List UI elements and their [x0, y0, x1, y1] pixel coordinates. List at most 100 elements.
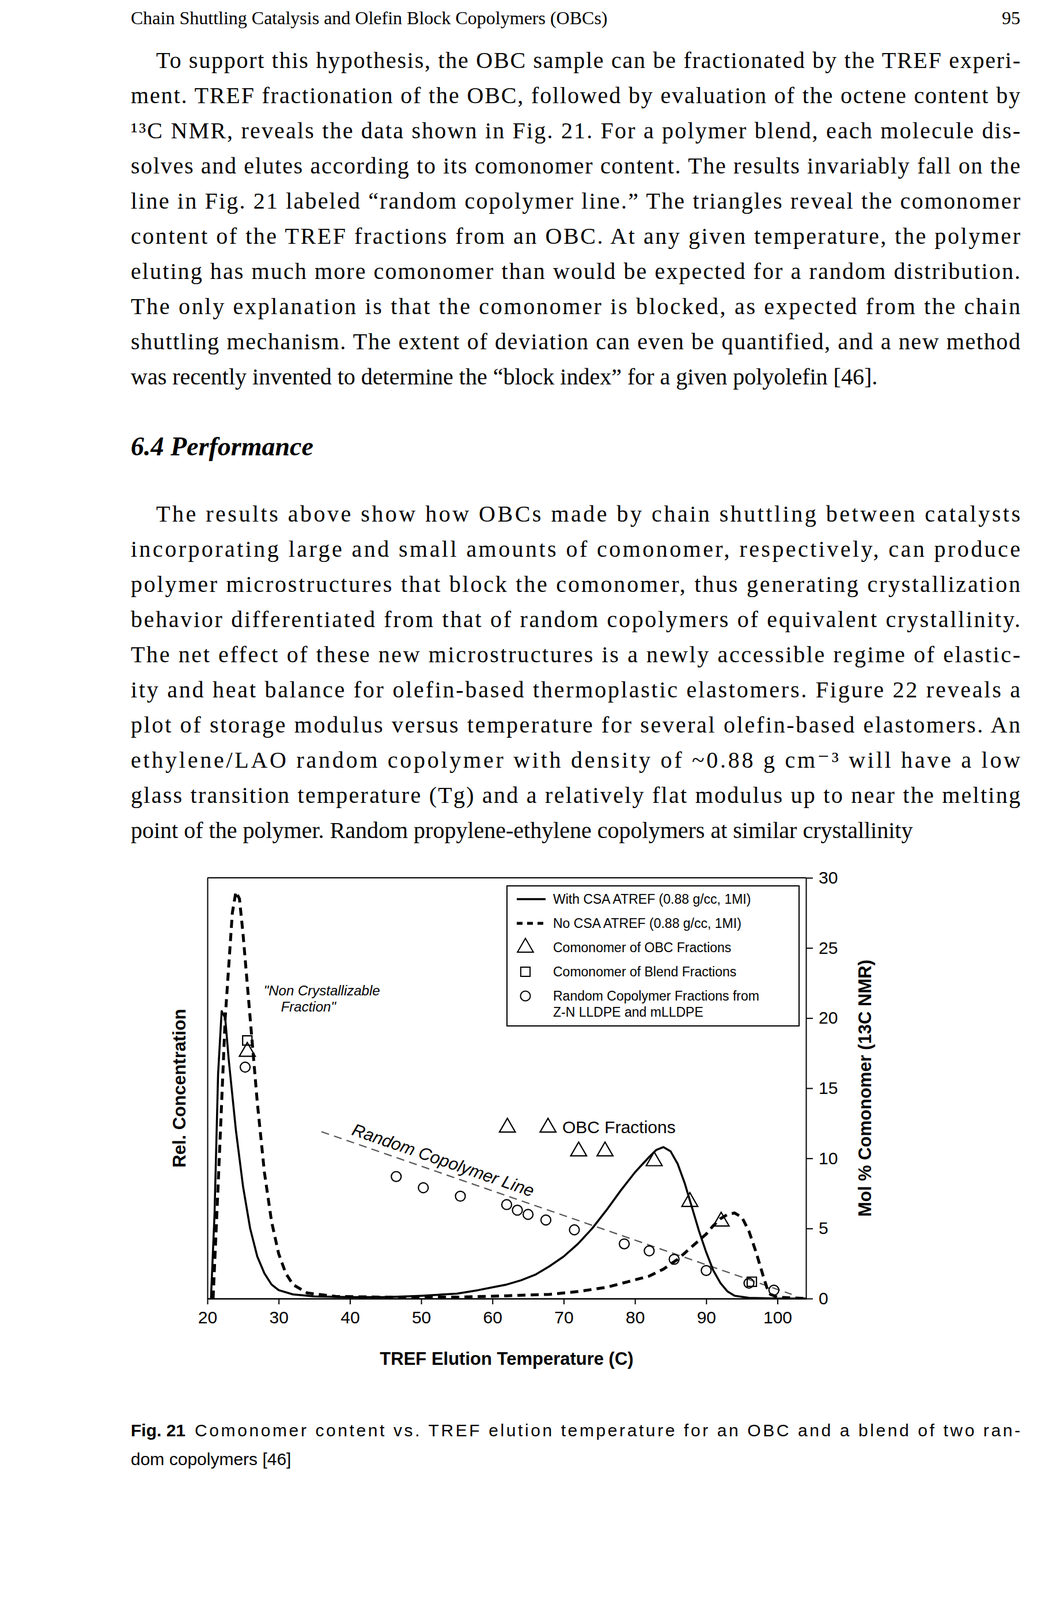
y-tick: 25	[805, 937, 838, 957]
point	[501, 1198, 512, 1209]
y-axis-title: Mol % Comonomer (13C NMR)	[854, 959, 876, 1217]
point	[418, 1182, 429, 1192]
paragraph-line: The net effect of these new microstructu…	[130, 641, 1021, 668]
x-tick-label: 90	[697, 1307, 717, 1327]
y-tick-label: 25	[818, 937, 838, 957]
x-tick-mark	[563, 1297, 565, 1304]
point	[769, 1284, 779, 1295]
x-tick-label: 100	[763, 1307, 793, 1327]
point	[644, 1245, 654, 1256]
reference-line	[321, 1130, 792, 1294]
paragraph-line: shuttling mechanism. The extent of devia…	[130, 328, 1021, 355]
x-tick-mark	[777, 1297, 779, 1304]
plot-frame	[207, 876, 806, 878]
paragraph-line: incorporating large and small amounts of…	[130, 535, 1021, 562]
y2-axis-line	[207, 877, 209, 1299]
x-tick: 50	[411, 1297, 431, 1327]
legend-swatch	[516, 921, 546, 925]
legend-label: With CSA ATREF (0.88 g/cc, 1MI)	[553, 891, 751, 907]
caption-label: Fig. 21	[130, 1420, 186, 1440]
x-tick-label: 80	[625, 1307, 645, 1327]
point	[682, 1191, 699, 1206]
point	[743, 1277, 754, 1288]
paragraph-line: ment. TREF fractionation of the OBC, fol…	[130, 82, 1021, 109]
point	[499, 1117, 516, 1132]
legend-swatch	[517, 937, 534, 952]
paragraph-line: To support this hypothesis, the OBC samp…	[156, 47, 1021, 74]
legend-swatch	[516, 897, 546, 900]
y-tick: 5	[805, 1217, 829, 1237]
paragraph-line: point of the polymer. Random propylene-e…	[130, 816, 913, 843]
section-heading: 6.4 Performance	[130, 431, 314, 461]
y-tick-label: 0	[818, 1288, 829, 1308]
x-tick-label: 30	[269, 1307, 289, 1327]
y-tick: 30	[805, 867, 838, 887]
page-number: 95	[1001, 7, 1021, 29]
point	[713, 1211, 730, 1226]
point	[242, 1035, 252, 1045]
legend-swatch	[520, 990, 531, 1001]
y-tick: 20	[805, 1007, 838, 1027]
y-tick-label: 10	[818, 1148, 838, 1168]
running-header: Chain Shuttling Catalysis and Olefin Blo…	[130, 7, 608, 29]
y2-axis-title: Rel. Concentration	[169, 1008, 190, 1168]
x-tick-label: 60	[483, 1307, 503, 1327]
y-tick-mark	[805, 1227, 813, 1229]
y-tick-mark	[805, 877, 813, 879]
paragraph-line: solves and elutes according to its comon…	[130, 152, 1021, 179]
x-tick-label: 70	[554, 1307, 574, 1327]
x-tick-mark	[421, 1297, 423, 1304]
caption-line: dom copolymers [46]	[130, 1448, 291, 1468]
paragraph-line: The results above show how OBCs made by …	[156, 500, 1021, 527]
x-tick-mark	[278, 1297, 280, 1304]
x-tick: 60	[483, 1297, 503, 1327]
x-tick-label: 50	[411, 1307, 431, 1327]
point	[240, 1061, 251, 1072]
page-background	[0, 0, 1056, 1600]
paragraph-line: ¹³C NMR, reveals the data shown in Fig. …	[130, 117, 1021, 144]
x-tick-mark	[705, 1297, 707, 1304]
legend-label: Comonomer of OBC Fractions	[553, 939, 732, 955]
x-tick-mark	[207, 1297, 209, 1304]
point	[539, 1117, 556, 1132]
series-line	[210, 1010, 806, 1298]
y-tick: 15	[805, 1077, 838, 1097]
reference-line-label: Random Copolymer Line	[349, 1119, 537, 1201]
x-axis-title: TREF Elution Temperature (C)	[379, 1348, 634, 1369]
point	[455, 1190, 466, 1201]
legend-label: Comonomer of Blend Fractions	[553, 963, 737, 979]
legend-box	[506, 885, 800, 1026]
paragraph-line: The only explanation is that the comonom…	[130, 293, 1021, 320]
y-axis: 0 5 10 15 20 25 30	[805, 867, 838, 1308]
paragraph-line: was recently invented to determine the “…	[130, 363, 878, 390]
y-tick-mark	[805, 1087, 813, 1089]
chart: 20 30 40 50 60 70 80 90 100 0 5 10 15 20 25 30 TREF Elut…	[169, 867, 876, 1369]
x-tick-mark	[349, 1297, 351, 1304]
paragraph-line: eluting has much more comonomer than wou…	[130, 258, 1021, 285]
y-tick-label: 5	[818, 1217, 829, 1237]
y-tick-mark	[805, 1017, 813, 1019]
point	[570, 1141, 588, 1156]
paragraph-line: behavior differentiated from that of ran…	[130, 606, 1021, 632]
y-tick-label: 20	[818, 1007, 838, 1027]
caption-line: Comonomer content vs. TREF elution tempe…	[194, 1420, 1021, 1440]
x-tick-mark	[634, 1297, 637, 1304]
point	[669, 1253, 680, 1264]
page: Chain Shuttling Catalysis and Olefin Blo…	[0, 0, 1056, 1600]
legend-label: Random Copolymer Fractions fromZ-N LLDPE…	[553, 988, 760, 1020]
annotation: "Non CrystallizableFraction"	[263, 982, 381, 1014]
paragraph-line: line in Fig. 21 labeled “random copolyme…	[130, 187, 1021, 214]
y-tick-label: 30	[818, 867, 838, 887]
x-tick: 90	[697, 1297, 717, 1327]
y-tick-label: 15	[818, 1077, 838, 1097]
x-tick-label: 40	[340, 1307, 360, 1327]
paragraph-line: polymer microstructures that block the c…	[130, 570, 1021, 597]
paragraph-line: ity and heat balance for olefin-based th…	[130, 676, 1021, 703]
x-tick: 70	[554, 1297, 574, 1327]
paragraph-line: plot of storage modulus versus temperatu…	[130, 711, 1021, 738]
legend-swatch	[520, 966, 531, 976]
point	[619, 1238, 630, 1249]
x-tick-label: 20	[198, 1307, 218, 1327]
y2-axis	[207, 877, 208, 1299]
y-tick: 10	[805, 1148, 838, 1168]
